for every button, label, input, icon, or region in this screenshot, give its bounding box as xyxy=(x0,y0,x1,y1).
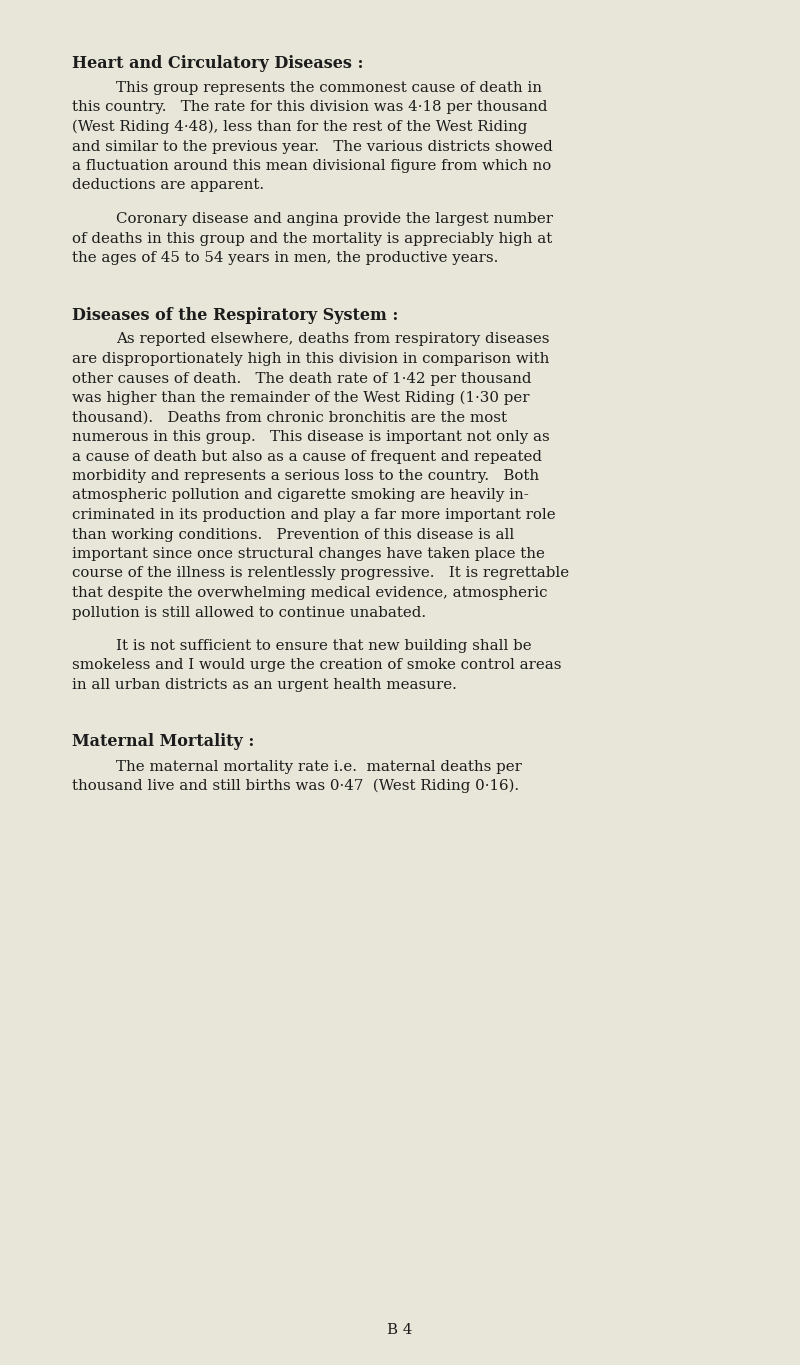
Text: atmospheric pollution and cigarette smoking are heavily in-: atmospheric pollution and cigarette smok… xyxy=(72,489,529,502)
Text: The maternal mortality rate i.e.  maternal deaths per: The maternal mortality rate i.e. materna… xyxy=(116,759,522,774)
Text: Heart and Circulatory Diseases :: Heart and Circulatory Diseases : xyxy=(72,55,363,72)
Text: important since once structural changes have taken place the: important since once structural changes … xyxy=(72,547,545,561)
Text: pollution is still allowed to continue unabated.: pollution is still allowed to continue u… xyxy=(72,606,426,620)
Text: Coronary disease and angina provide the largest number: Coronary disease and angina provide the … xyxy=(116,212,553,227)
Text: other causes of death.   The death rate of 1·42 per thousand: other causes of death. The death rate of… xyxy=(72,371,531,385)
Text: than working conditions.   Prevention of this disease is all: than working conditions. Prevention of t… xyxy=(72,527,514,542)
Text: the ages of 45 to 54 years in men, the productive years.: the ages of 45 to 54 years in men, the p… xyxy=(72,251,498,265)
Text: a fluctuation around this mean divisional figure from which no: a fluctuation around this mean divisiona… xyxy=(72,158,551,173)
Text: Maternal Mortality :: Maternal Mortality : xyxy=(72,733,254,751)
Text: (West Riding 4·48), less than for the rest of the West Riding: (West Riding 4·48), less than for the re… xyxy=(72,120,527,134)
Text: smokeless and I would urge the creation of smoke control areas: smokeless and I would urge the creation … xyxy=(72,658,562,673)
Text: morbidity and represents a serious loss to the country.   Both: morbidity and represents a serious loss … xyxy=(72,470,539,483)
Text: this country.   The rate for this division was 4·18 per thousand: this country. The rate for this division… xyxy=(72,101,547,115)
Text: thousand live and still births was 0·47  (West Riding 0·16).: thousand live and still births was 0·47 … xyxy=(72,779,519,793)
Text: numerous in this group.   This disease is important not only as: numerous in this group. This disease is … xyxy=(72,430,550,444)
Text: criminated in its production and play a far more important role: criminated in its production and play a … xyxy=(72,508,556,521)
Text: a cause of death but also as a cause of frequent and repeated: a cause of death but also as a cause of … xyxy=(72,449,542,464)
Text: As reported elsewhere, deaths from respiratory diseases: As reported elsewhere, deaths from respi… xyxy=(116,333,550,347)
Text: Diseases of the Respiratory System :: Diseases of the Respiratory System : xyxy=(72,307,398,324)
Text: are disproportionately high in this division in comparison with: are disproportionately high in this divi… xyxy=(72,352,550,366)
Text: in all urban districts as an urgent health measure.: in all urban districts as an urgent heal… xyxy=(72,678,457,692)
Text: This group represents the commonest cause of death in: This group represents the commonest caus… xyxy=(116,81,542,96)
Text: and similar to the previous year.   The various districts showed: and similar to the previous year. The va… xyxy=(72,139,553,153)
Text: thousand).   Deaths from chronic bronchitis are the most: thousand). Deaths from chronic bronchiti… xyxy=(72,411,507,425)
Text: It is not sufficient to ensure that new building shall be: It is not sufficient to ensure that new … xyxy=(116,639,532,652)
Text: course of the illness is relentlessly progressive.   It is regrettable: course of the illness is relentlessly pr… xyxy=(72,566,569,580)
Text: B 4: B 4 xyxy=(387,1323,413,1336)
Text: was higher than the remainder of the West Riding (1·30 per: was higher than the remainder of the Wes… xyxy=(72,390,530,405)
Text: deductions are apparent.: deductions are apparent. xyxy=(72,179,264,192)
Text: that despite the overwhelming medical evidence, atmospheric: that despite the overwhelming medical ev… xyxy=(72,586,547,601)
Text: of deaths in this group and the mortality is appreciably high at: of deaths in this group and the mortalit… xyxy=(72,232,552,246)
